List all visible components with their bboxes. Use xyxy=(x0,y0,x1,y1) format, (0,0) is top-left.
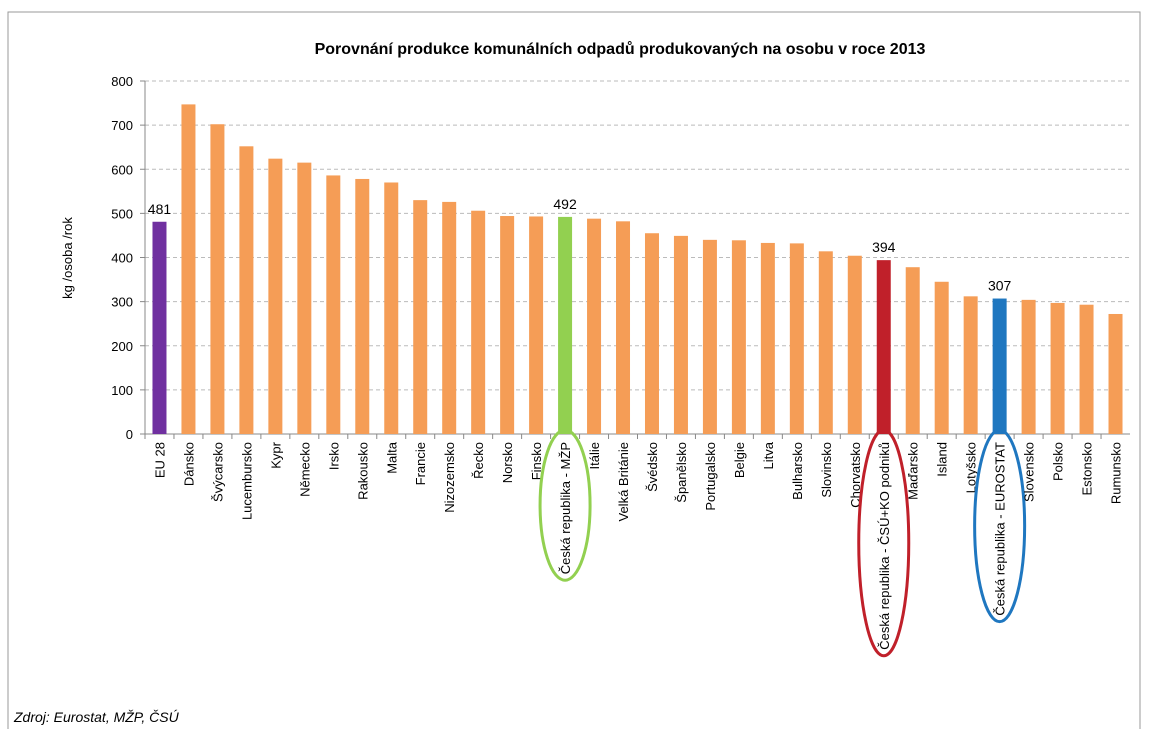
x-tick-label: Francie xyxy=(413,442,428,485)
x-tick-label: Velká Británie xyxy=(616,442,631,522)
bar xyxy=(558,216,573,434)
bar xyxy=(239,146,254,434)
bar xyxy=(210,124,225,435)
y-tick-label: 800 xyxy=(111,74,133,89)
bar xyxy=(587,218,602,434)
x-tick-label: Slovensko xyxy=(1022,442,1037,502)
y-tick-label: 600 xyxy=(111,162,133,177)
bar xyxy=(152,221,167,434)
x-tick-label: Česká republika - EUROSTAT xyxy=(993,442,1008,616)
data-label: 492 xyxy=(553,196,577,212)
bar xyxy=(818,251,833,434)
x-tick-label: Rakousko xyxy=(355,442,370,500)
y-axis-label: kg /osoba /rok xyxy=(60,217,75,299)
x-tick-label: Rumunsko xyxy=(1109,442,1124,504)
bar xyxy=(934,281,949,434)
bar xyxy=(297,162,312,434)
bar xyxy=(876,260,891,434)
y-tick-label: 0 xyxy=(126,427,133,442)
x-tick-label: Dánsko xyxy=(181,442,196,486)
y-tick-label: 300 xyxy=(111,295,133,310)
x-tick-label: Portugalsko xyxy=(703,442,718,511)
x-tick-label: Island xyxy=(935,442,950,477)
y-tick-label: 500 xyxy=(111,206,133,221)
source-note: Zdroj: Eurostat, MŽP, ČSÚ xyxy=(13,709,180,725)
highlight-ellipse xyxy=(973,428,1027,624)
data-label: 307 xyxy=(988,278,1012,294)
x-tick-label: Norsko xyxy=(500,442,515,483)
x-tick-label: Malta xyxy=(384,441,399,474)
chart-frame xyxy=(7,11,1141,729)
x-tick-label: Slovinsko xyxy=(819,442,834,498)
x-tick-label: Lucembursko xyxy=(239,442,254,520)
bar xyxy=(1079,304,1094,434)
x-tick-label: Finsko xyxy=(529,442,544,480)
x-tick-label: Chorvatsko xyxy=(848,442,863,508)
bar xyxy=(442,201,457,434)
bar xyxy=(789,243,804,434)
bar xyxy=(1050,302,1065,434)
bar xyxy=(963,296,978,434)
y-tick-label: 700 xyxy=(111,118,133,133)
x-tick-label: Španělsko xyxy=(674,442,689,503)
bar xyxy=(847,255,862,434)
bar xyxy=(500,216,515,434)
bar xyxy=(760,242,775,434)
x-tick-label: Bulharsko xyxy=(790,442,805,500)
x-tick-label: Kypr xyxy=(268,441,283,468)
y-tick-label: 400 xyxy=(111,251,133,266)
x-tick-label: Řecko xyxy=(471,442,486,479)
data-label: 394 xyxy=(872,239,896,255)
x-tick-label: Polsko xyxy=(1051,442,1066,481)
bar xyxy=(702,239,717,434)
x-tick-label: EU 28 xyxy=(152,442,167,478)
x-tick-label: Itálie xyxy=(587,442,602,469)
bar xyxy=(905,267,920,434)
x-tick-label: Lotyšsko xyxy=(964,442,979,493)
x-tick-label: Německo xyxy=(297,442,312,497)
data-label: 481 xyxy=(148,201,172,217)
bar xyxy=(1021,299,1036,434)
bar xyxy=(384,182,399,434)
x-tick-label: Litva xyxy=(761,441,776,469)
x-tick-label: Maďarsko xyxy=(906,442,921,500)
x-tick-label: Nizozemsko xyxy=(442,442,457,513)
x-tick-label: Irsko xyxy=(326,442,341,470)
x-tick-label: Česká republika - MŽP xyxy=(558,442,573,574)
y-tick-label: 200 xyxy=(111,339,133,354)
bar xyxy=(616,221,631,434)
bar xyxy=(413,200,428,434)
chart-title: Porovnání produkce komunálních odpadů pr… xyxy=(315,41,926,58)
bar xyxy=(673,235,688,434)
bar xyxy=(355,178,370,434)
bar xyxy=(326,175,341,435)
x-tick-label: Česká republika - ČSÚ+KO podniků xyxy=(877,442,892,650)
x-tick-label: Estonsko xyxy=(1080,442,1095,495)
highlight-ellipse xyxy=(857,428,911,658)
x-tick-label: Belgie xyxy=(732,442,747,478)
highlight-ellipse xyxy=(538,428,592,582)
bar xyxy=(992,298,1007,434)
x-tick-label: Švýcarsko xyxy=(210,442,225,502)
x-tick-label: Švédsko xyxy=(645,442,660,492)
bar xyxy=(529,216,544,434)
bar xyxy=(731,240,746,434)
y-tick-label: 100 xyxy=(111,383,133,398)
bar xyxy=(1108,313,1123,434)
bar xyxy=(471,210,486,434)
bar xyxy=(268,158,283,434)
bar xyxy=(181,104,196,434)
bar xyxy=(644,233,659,434)
